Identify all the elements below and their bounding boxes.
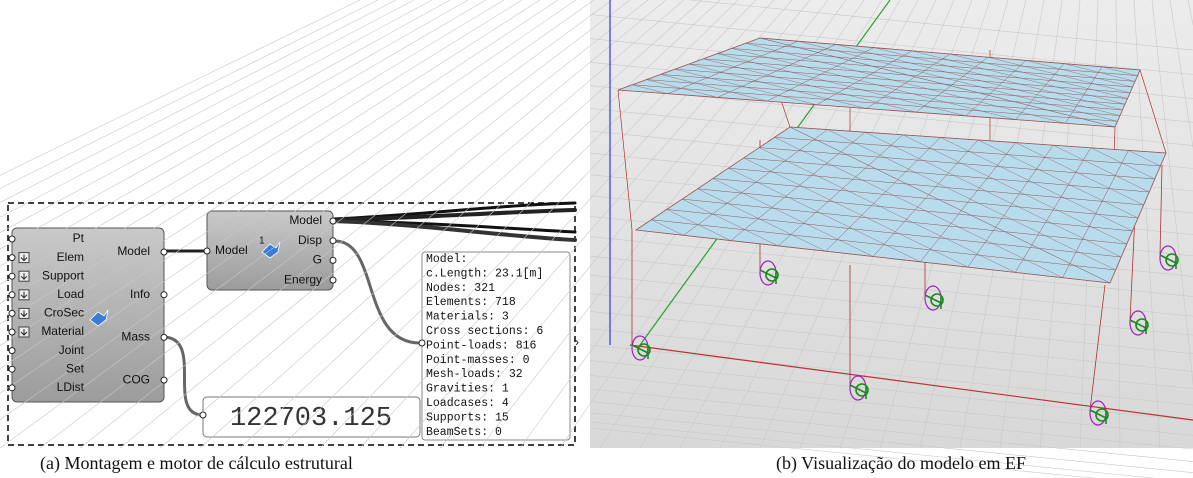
port bbox=[9, 273, 15, 279]
input-label: LDist bbox=[57, 380, 85, 394]
floor-line bbox=[120, 0, 666, 448]
port bbox=[161, 292, 167, 298]
port bbox=[9, 292, 15, 298]
info-line: Point-loads: 816 bbox=[426, 339, 537, 352]
output-label: COG bbox=[123, 372, 150, 386]
port bbox=[161, 334, 167, 340]
output-label: Disp bbox=[298, 233, 322, 247]
port bbox=[9, 310, 15, 316]
port bbox=[9, 348, 15, 354]
info-line: Supports: 15 bbox=[426, 411, 509, 424]
info-line: Mesh-loads: 32 bbox=[426, 368, 523, 381]
info-line: Model: bbox=[426, 253, 467, 266]
port bbox=[9, 385, 15, 391]
port bbox=[330, 238, 336, 244]
port bbox=[330, 277, 336, 283]
port bbox=[9, 236, 15, 242]
input-label: Joint bbox=[59, 343, 85, 357]
port bbox=[161, 249, 167, 255]
info-line: Gravities: 1 bbox=[426, 383, 509, 396]
info-line: BeamSets: 0 bbox=[426, 426, 502, 439]
output-label: Mass bbox=[121, 330, 150, 344]
port bbox=[9, 329, 15, 335]
figure: 122703.125 1 › (a) Montagem e motor de c… bbox=[0, 0, 1193, 478]
caption: (b) Visualização do modelo em EF bbox=[776, 453, 1026, 474]
output-label: Info bbox=[130, 287, 150, 301]
input-label: Support bbox=[42, 268, 85, 282]
port bbox=[330, 257, 336, 263]
port: › bbox=[575, 335, 579, 349]
output-label: Model bbox=[289, 213, 322, 227]
output-label: Energy bbox=[284, 272, 322, 286]
mass-value: 122703.125 bbox=[230, 404, 392, 434]
port bbox=[161, 377, 167, 383]
input-label: Set bbox=[66, 361, 85, 375]
page: {"panel_a":{ "assemble":{"inputs":["Pt",… bbox=[0, 0, 1193, 478]
input-label: Material bbox=[41, 324, 84, 338]
caption: (a) Montagem e motor de cálculo estrutur… bbox=[40, 453, 353, 474]
badge: 1 bbox=[259, 236, 265, 247]
input-label: Pt bbox=[73, 231, 85, 245]
port bbox=[330, 218, 336, 224]
port bbox=[204, 248, 210, 254]
info-line: Materials: 3 bbox=[426, 311, 509, 324]
input-label: Load bbox=[57, 287, 84, 301]
port bbox=[200, 412, 206, 418]
wire bbox=[163, 337, 203, 415]
info-line: Cross sections: 6 bbox=[426, 325, 543, 338]
info-line: c.Length: 23.1[m] bbox=[426, 267, 543, 280]
info-line: Point-masses: 0 bbox=[426, 354, 530, 367]
input-label: CroSec bbox=[44, 306, 84, 320]
info-line: Nodes: 321 bbox=[426, 282, 495, 295]
port bbox=[9, 255, 15, 261]
input-label: Model bbox=[215, 243, 248, 257]
info-line: Elements: 718 bbox=[426, 296, 516, 309]
port bbox=[419, 340, 425, 346]
input-label: Elem bbox=[57, 250, 84, 264]
info-line: Loadcases: 4 bbox=[426, 397, 509, 410]
output-label: Model bbox=[117, 244, 150, 258]
port bbox=[9, 366, 15, 372]
output-label: G bbox=[313, 253, 322, 267]
